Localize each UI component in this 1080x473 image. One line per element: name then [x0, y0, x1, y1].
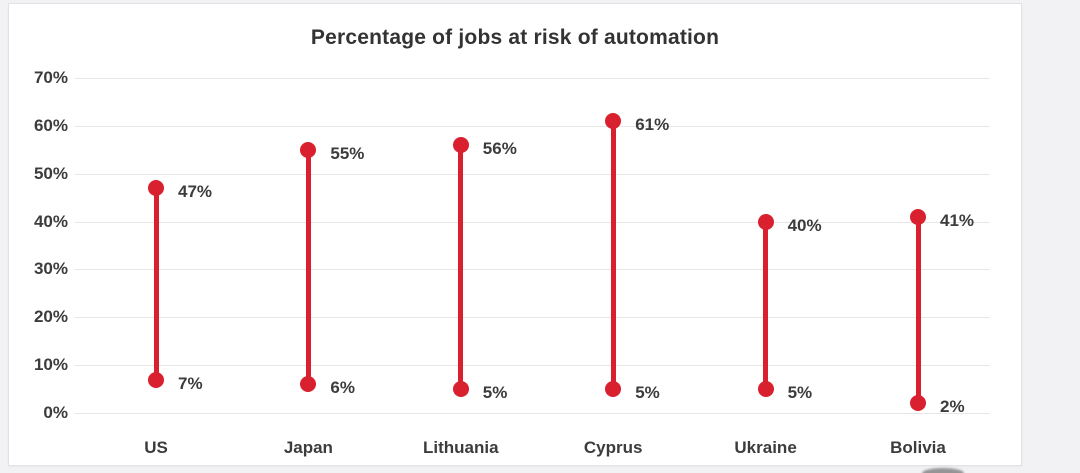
- gridline: [75, 78, 990, 79]
- range-line: [763, 221, 769, 390]
- high-dot: [148, 180, 164, 197]
- x-axis-category-label: Cyprus: [583, 438, 643, 457]
- low-value-label: 7%: [178, 373, 203, 393]
- low-value-label: 5%: [482, 383, 508, 403]
- low-value-label: 6%: [330, 378, 355, 398]
- low-dot: [910, 395, 926, 412]
- range-line: [458, 145, 464, 390]
- low-value-label: 2%: [940, 397, 965, 417]
- y-axis-tick-label: 60%: [33, 115, 68, 135]
- high-dot: [300, 141, 317, 158]
- range-line: [610, 121, 616, 390]
- high-dot: [910, 208, 926, 225]
- low-value-label: 5%: [635, 383, 660, 403]
- chart-card: [8, 3, 1022, 466]
- high-dot: [605, 113, 622, 130]
- gridline: [75, 173, 990, 175]
- y-axis-tick-label: 20%: [33, 307, 68, 327]
- high-dot: [757, 213, 774, 230]
- y-axis-tick-label: 10%: [33, 355, 68, 375]
- gridline: [75, 269, 990, 271]
- gridline: [75, 317, 990, 319]
- high-value-label: 56%: [482, 139, 517, 158]
- gridline: [75, 365, 990, 367]
- chart-title: Percentage of jobs at risk of automation: [310, 26, 720, 49]
- range-line: [915, 216, 921, 404]
- x-axis-category-label: Lithuania: [423, 438, 499, 457]
- range-line: [153, 188, 159, 380]
- high-value-label: 61%: [635, 115, 670, 135]
- gridline: [75, 221, 990, 223]
- gridline: [75, 413, 990, 414]
- high-dot: [452, 137, 469, 153]
- high-value-label: 40%: [787, 215, 822, 235]
- x-axis-category-label: Ukraine: [734, 438, 797, 457]
- low-dot: [757, 381, 774, 398]
- low-dot: [452, 381, 469, 398]
- x-axis-category-label: US: [144, 438, 168, 457]
- y-axis-tick-label: 40%: [33, 211, 68, 231]
- y-axis-tick-label: 0%: [43, 403, 68, 422]
- range-line: [305, 149, 311, 385]
- high-value-label: 47%: [178, 182, 213, 202]
- x-axis-category-label: Japan: [283, 438, 333, 457]
- high-value-label: 55%: [330, 143, 365, 163]
- y-axis-tick-label: 50%: [33, 163, 68, 183]
- y-axis-tick-label: 70%: [33, 68, 68, 87]
- high-value-label: 41%: [940, 210, 975, 230]
- y-axis-tick-label: 30%: [33, 259, 68, 279]
- gridline: [75, 125, 990, 127]
- low-dot: [605, 381, 622, 398]
- low-dot: [148, 371, 164, 388]
- x-axis-category-label: Bolivia: [890, 438, 946, 457]
- low-dot: [300, 376, 317, 393]
- cutoff-artifact: [922, 468, 964, 473]
- low-value-label: 5%: [787, 383, 813, 403]
